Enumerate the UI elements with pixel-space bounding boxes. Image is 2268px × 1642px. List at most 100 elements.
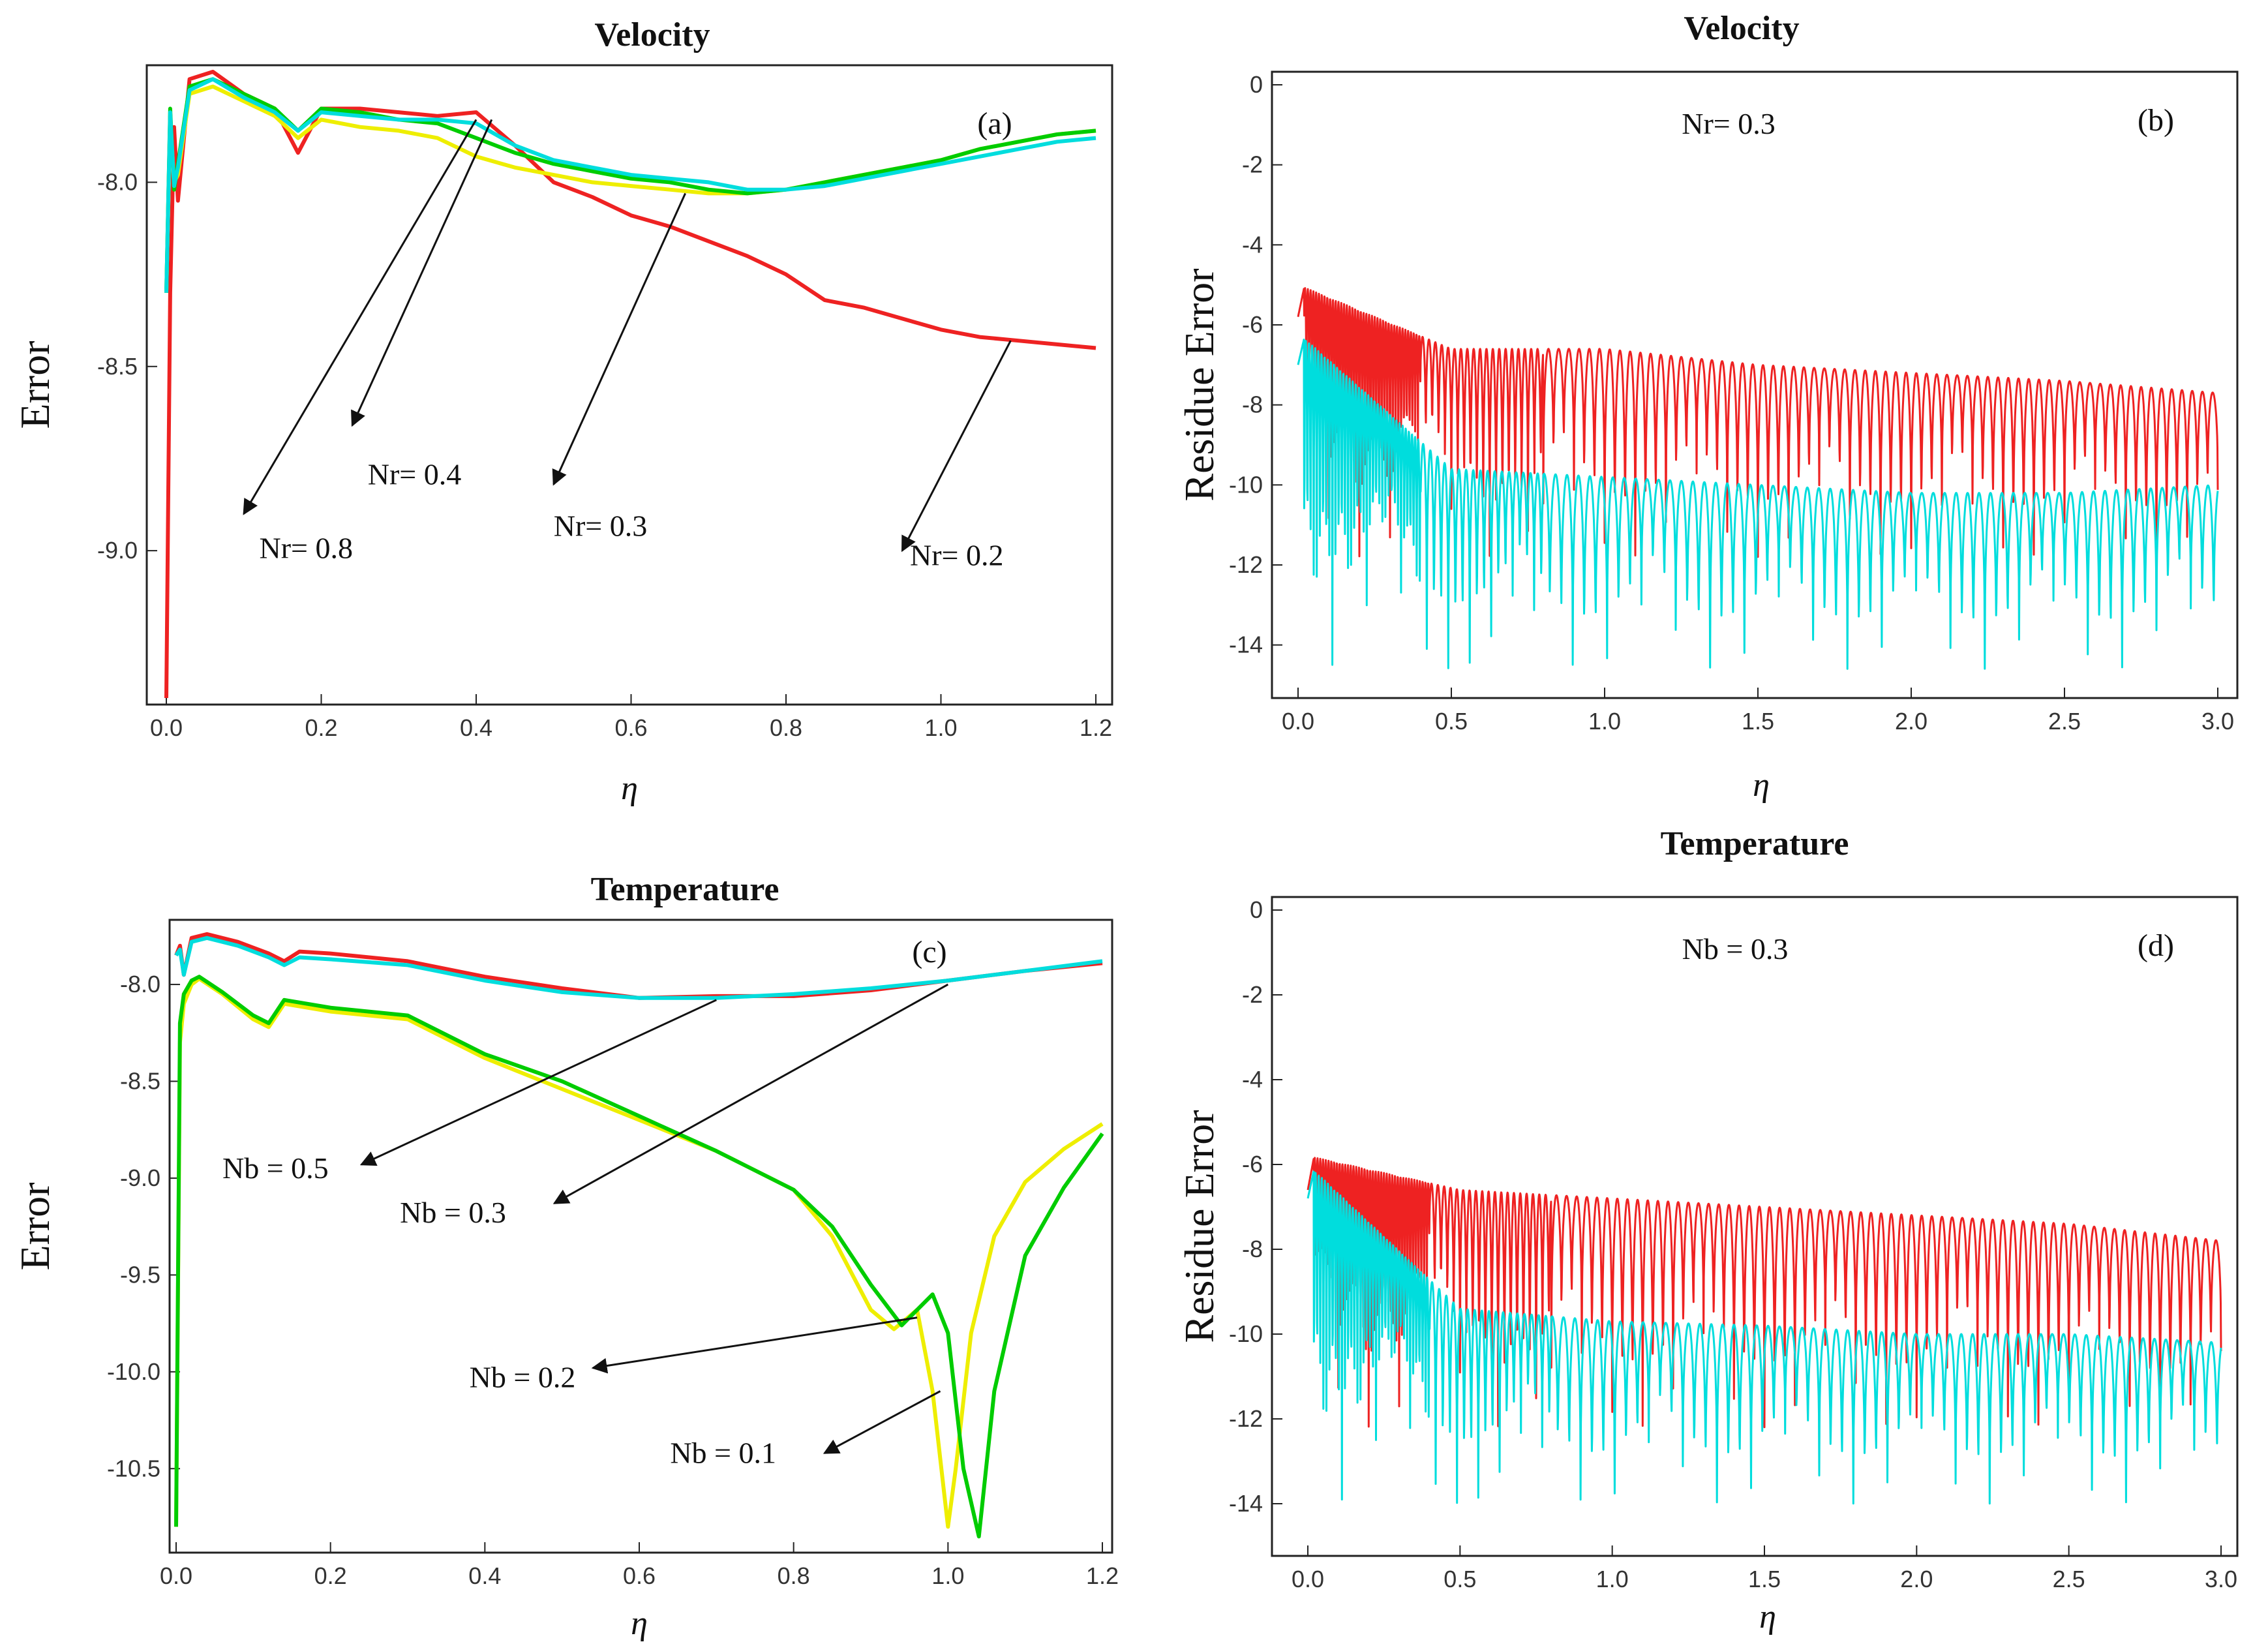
panel-c-ticks: 0.0 0.2 0.4 0.6 0.8 1.0 1.2 -8.0 -8.5 -9.0 -9.5 -10… xyxy=(107,971,1119,1589)
x-tick-label: 0.5 xyxy=(1435,708,1468,735)
annotation-arrow xyxy=(823,1390,941,1454)
x-tick-label: 0.4 xyxy=(460,714,492,741)
y-tick-label: -9.5 xyxy=(120,1261,160,1288)
panel-a: Velocity (a) Error η 0.0 0.2 0.4 0.6 0.8 1.0 1… xyxy=(12,16,1113,807)
y-tick-label: -8.0 xyxy=(120,971,160,997)
x-tick-label: 1.5 xyxy=(1748,1566,1781,1592)
series-line xyxy=(164,77,1096,293)
y-tick-label: -9.0 xyxy=(97,537,138,564)
x-tick-label: 3.0 xyxy=(2201,708,2234,735)
y-tick-label: 0 xyxy=(1250,71,1263,98)
x-tick-label: 0.8 xyxy=(778,1562,810,1589)
x-tick-label: 1.0 xyxy=(931,1562,964,1589)
x-tick-label: 2.5 xyxy=(2053,1566,2085,1592)
panel-a-ticks: 0.0 0.2 0.4 0.6 0.8 1.0 1.2 -8.0 -8.5 -9.0 xyxy=(97,168,1112,741)
panel-b-lines xyxy=(1297,287,2219,670)
series-line xyxy=(1307,1157,2222,1429)
x-tick-label: 1.0 xyxy=(924,714,957,741)
x-tick-label: 3.0 xyxy=(2205,1566,2237,1592)
y-tick-label: -9.0 xyxy=(120,1164,160,1191)
panel-a-ylabel: Error xyxy=(12,341,58,429)
panel-d-ylabel: Residue Error xyxy=(1176,1110,1222,1343)
panel-d-frame xyxy=(1271,896,2239,1557)
x-tick-label: 1.0 xyxy=(1588,708,1621,735)
y-tick-label: -14 xyxy=(1229,1490,1263,1517)
x-tick-label: 0.6 xyxy=(614,714,647,741)
series-line xyxy=(174,977,1104,1529)
panel-c-annotations: Nb = 0.5 Nb = 0.3 Nb = 0.2 Nb = 0.1 xyxy=(222,983,949,1469)
panel-b-ylabel: Residue Error xyxy=(1176,268,1222,501)
x-tick-label: 1.0 xyxy=(1596,1566,1629,1592)
panel-a-title: Velocity xyxy=(594,16,710,53)
x-tick-label: 0.8 xyxy=(770,714,802,741)
panel-c-tag: (c) xyxy=(912,935,946,969)
series-line xyxy=(164,70,1096,699)
panel-c-lines xyxy=(174,932,1104,1539)
y-tick-label: -10.5 xyxy=(107,1455,160,1482)
x-tick-label: 0.2 xyxy=(314,1562,347,1589)
annotation-label: Nr= 0.4 xyxy=(368,457,461,491)
y-tick-label: -4 xyxy=(1242,231,1263,258)
annotation-label: Nb = 0.2 xyxy=(470,1361,576,1394)
x-tick-label: 1.5 xyxy=(1742,708,1774,735)
annotation-arrow xyxy=(243,119,477,515)
panel-d: Temperature (d) Nb = 0.3 Residue Error η… xyxy=(1176,825,2239,1635)
y-tick-label: -10 xyxy=(1229,1320,1263,1347)
panel-a-frame xyxy=(145,64,1113,706)
x-tick-label: 1.2 xyxy=(1080,714,1112,741)
x-tick-label: 0.4 xyxy=(468,1562,501,1589)
x-tick-label: 0.0 xyxy=(160,1562,192,1589)
annotation-arrow xyxy=(351,119,493,427)
annotation-label: Nr= 0.8 xyxy=(260,531,353,564)
y-tick-label: 0 xyxy=(1250,896,1263,923)
panel-b-frame xyxy=(1271,70,2239,699)
annotation-label: Nb = 0.3 xyxy=(400,1196,506,1229)
panel-a-annotations: Nr= 0.8 Nr= 0.4 Nr= 0.3 Nr= 0.2 xyxy=(243,119,1012,572)
y-tick-label: -8.0 xyxy=(97,168,138,195)
x-tick-label: 2.0 xyxy=(1900,1566,1933,1592)
series-line xyxy=(1297,339,2219,670)
panel-b-tag: (b) xyxy=(2138,103,2174,138)
panel-c-xlabel: η xyxy=(631,1605,648,1642)
y-tick-label: -8.5 xyxy=(97,353,138,380)
panel-a-lines xyxy=(164,70,1096,699)
x-tick-label: 2.0 xyxy=(1895,708,1928,735)
annotation-label: Nb = 0.5 xyxy=(222,1151,329,1185)
series-line xyxy=(174,935,1103,1000)
y-tick-label: -12 xyxy=(1229,1405,1263,1432)
panel-b-subtitle: Nr= 0.3 xyxy=(1682,107,1775,140)
series-line xyxy=(164,84,1096,293)
x-tick-label: 1.2 xyxy=(1086,1562,1119,1589)
x-tick-label: 2.5 xyxy=(2048,708,2081,735)
series-line xyxy=(1307,1170,2222,1505)
x-tick-label: 0.6 xyxy=(623,1562,656,1589)
x-tick-label: 0.2 xyxy=(305,714,337,741)
x-tick-label: 0.0 xyxy=(1282,708,1314,735)
annotation-label: Nb = 0.1 xyxy=(670,1436,776,1469)
panel-b: Velocity (b) Nr= 0.3 Residue Error η 0.0… xyxy=(1176,10,2239,804)
y-tick-label: -14 xyxy=(1229,631,1263,658)
panel-d-title: Temperature xyxy=(1661,825,1849,862)
panel-d-subtitle: Nb = 0.3 xyxy=(1682,932,1789,965)
panel-b-title: Velocity xyxy=(1684,10,1799,47)
x-tick-label: 0.5 xyxy=(1444,1566,1476,1592)
y-tick-label: -2 xyxy=(1242,151,1263,178)
series-line xyxy=(174,932,1103,1000)
panel-b-xlabel: η xyxy=(1753,767,1770,804)
panel-c-frame xyxy=(168,919,1113,1554)
panel-a-tag: (a) xyxy=(977,106,1012,141)
x-tick-label: 0.0 xyxy=(150,714,183,741)
y-tick-label: -6 xyxy=(1242,311,1263,338)
annotation-label: Nr= 0.2 xyxy=(910,539,1003,572)
panel-d-xlabel: η xyxy=(1759,1598,1776,1635)
y-tick-label: -8.5 xyxy=(120,1068,160,1095)
y-tick-label: -8 xyxy=(1242,1236,1263,1262)
series-line xyxy=(174,975,1104,1539)
y-tick-label: -12 xyxy=(1229,551,1263,578)
panel-c-title: Temperature xyxy=(591,871,779,908)
y-tick-label: -8 xyxy=(1242,391,1263,418)
y-tick-label: -10 xyxy=(1229,471,1263,498)
series-line xyxy=(1297,287,2219,558)
x-tick-label: 0.0 xyxy=(1292,1566,1324,1592)
